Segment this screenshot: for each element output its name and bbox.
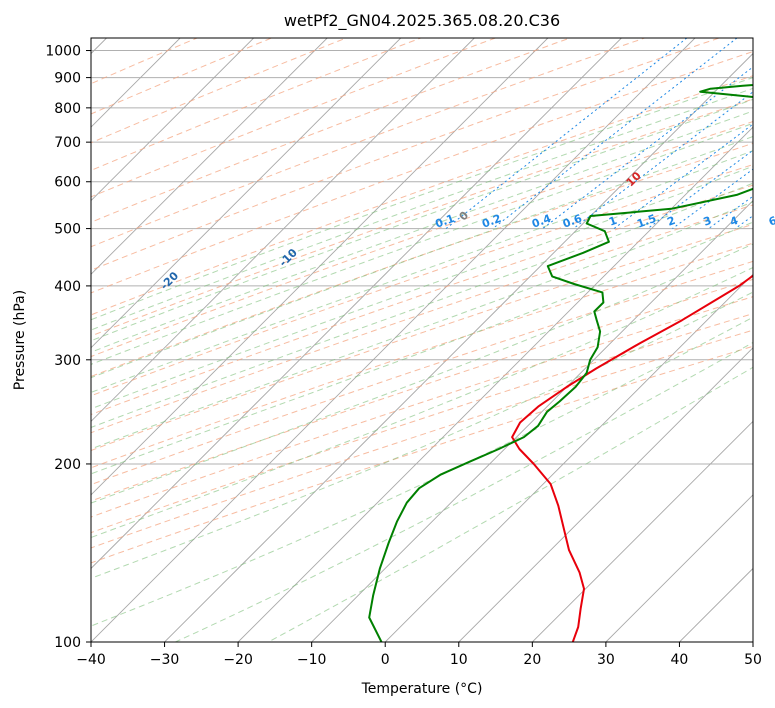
dry-adiabat-label: 10 [624, 169, 644, 189]
isotherm-line [311, 200, 753, 642]
x-axis-label: Temperature (°C) [361, 681, 483, 697]
moist-adiabat-line [91, 165, 753, 410]
isotherm-line [91, 38, 696, 642]
x-tick-label: −30 [150, 652, 180, 668]
dry-adiabat-line [91, 204, 753, 434]
x-tick-label: 0 [381, 652, 390, 668]
x-tick-label: −10 [297, 652, 327, 668]
x-tick-label: −40 [76, 652, 106, 668]
x-tick-label: −20 [223, 652, 253, 668]
x-tick-label: 20 [523, 652, 541, 668]
y-tick-label: 500 [54, 222, 81, 238]
mixing-ratio-label: 0.4 [530, 212, 553, 231]
moist-adiabat-line [91, 221, 753, 475]
mixing-ratio-label: 0.6 [561, 212, 584, 231]
mixing-ratio-label: 0.1 [433, 212, 456, 231]
dry-adiabat-line [91, 223, 753, 452]
y-tick-label: 400 [54, 279, 81, 295]
x-tick-label: 40 [671, 652, 689, 668]
y-tick-label: 200 [54, 457, 81, 473]
y-tick-label: 800 [54, 101, 81, 117]
x-tick-label: 50 [744, 652, 762, 668]
temperature-profile-line [511, 274, 753, 642]
mixing-ratio-label: 1 [607, 214, 619, 229]
x-axis: −40 −30 −20 −10 0 10 20 30 40 50 [76, 642, 762, 668]
isotherm-line [679, 567, 753, 642]
dry-adiabat-label: -20 [158, 269, 181, 292]
isotherm-line [384, 273, 753, 642]
mixing-ratio-label: 6 [767, 214, 775, 229]
dry-adiabat-line [91, 121, 753, 358]
isotherm-line [91, 38, 328, 275]
plot-frame [90, 37, 754, 643]
x-tick-label: 30 [597, 652, 615, 668]
isotherm-line [164, 52, 753, 642]
isotherm-line [458, 347, 753, 642]
isotherm-line [91, 38, 549, 496]
dry-adiabat-line [91, 142, 753, 378]
dry-adiabat-line [91, 75, 753, 316]
moist-adiabat-line [91, 291, 753, 579]
mixing-ratio-line [573, 91, 753, 229]
dry-adiabat-line [91, 38, 272, 115]
mixing-ratio-line [492, 38, 738, 229]
mixing-ratio-line [613, 123, 753, 229]
mixing-ratio-line [647, 149, 753, 229]
dry-adiabat-line [91, 50, 753, 294]
isotherm-line [605, 494, 753, 642]
mixing-ratio-label: 3 [702, 214, 714, 229]
mixing-ratio-line [708, 195, 753, 229]
dry-adiabat-line [91, 260, 753, 486]
y-axis-label: Pressure (hPa) [12, 290, 28, 390]
isotherm-line [91, 38, 622, 570]
isotherm-line [91, 38, 475, 422]
dry-adiabat-line [91, 38, 496, 198]
mixing-ratio-line [542, 66, 753, 229]
x-tick-label: 10 [450, 652, 468, 668]
isotherm-line [752, 641, 753, 642]
dry-adiabat-line [91, 38, 571, 223]
y-tick-label: 700 [54, 135, 81, 151]
mixing-ratio-label: 4 [728, 214, 740, 229]
y-tick-label: 600 [54, 175, 81, 191]
isotherm-line [532, 420, 753, 642]
moist-adiabat-line [91, 182, 753, 428]
isotherm-line [237, 126, 753, 642]
dry-adiabat-line [91, 345, 753, 564]
y-axis: 100 200 300 400 500 600 700 800 900 1000 [45, 44, 91, 651]
isotherm-line [91, 38, 254, 202]
moist-adiabat-line [268, 366, 753, 642]
mixing-ratio-line [734, 215, 753, 229]
dry-adiabat-line [91, 242, 753, 469]
mixing-ratio-line [445, 38, 688, 229]
moist-adiabat-line [91, 316, 753, 627]
mixing-ratio-label: 1.5 [635, 212, 658, 231]
profile-lines [368, 84, 753, 642]
moist-adiabat-line [91, 110, 753, 353]
y-tick-label: 100 [54, 635, 81, 651]
mixing-ratio-line [672, 168, 753, 229]
dry-adiabat-line [91, 38, 645, 248]
dry-adiabat-label: -10 [277, 246, 300, 269]
y-tick-label: 1000 [45, 44, 81, 60]
mixing-ratio-label: 0.2 [480, 212, 503, 231]
dry-adiabat-line [91, 38, 421, 171]
chart-title: wetPf2_GN04.2025.365.08.20.C36 [284, 11, 560, 31]
y-tick-label: 300 [54, 353, 81, 369]
dewpoint-profile-line [368, 84, 753, 642]
y-tick-label: 900 [54, 71, 81, 87]
mixing-ratio-label: 2 [665, 214, 677, 229]
background-lines [91, 38, 753, 642]
isotherm-line [91, 38, 402, 349]
moist-adiabat-line [91, 87, 753, 331]
moist-adiabat-line [175, 341, 753, 642]
